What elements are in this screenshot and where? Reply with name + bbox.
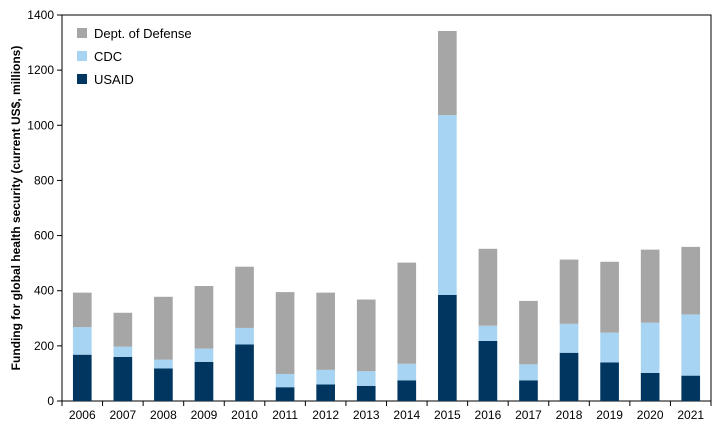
bar-dept-of-defense-2012	[316, 292, 335, 370]
bar-cdc-2008	[154, 359, 173, 369]
y-tick-label: 200	[34, 339, 54, 353]
x-tick-label: 2019	[596, 408, 623, 422]
bar-cdc-2015	[438, 115, 457, 295]
x-tick-label: 2010	[231, 408, 258, 422]
bar-usaid-2006	[72, 354, 92, 401]
bar-cdc-2020	[640, 322, 660, 373]
x-tick-label: 2018	[556, 408, 583, 422]
x-tick-label: 2015	[434, 408, 461, 422]
legend-label-cdc: CDC	[94, 49, 122, 64]
bar-cdc-2016	[478, 325, 498, 341]
bar-usaid-2008	[154, 368, 173, 401]
bar-cdc-2011	[275, 373, 295, 388]
bar-cdc-2018	[559, 323, 579, 353]
bar-usaid-2009	[194, 361, 214, 401]
y-axis-title: Funding for global health security (curr…	[9, 46, 23, 371]
x-tick-label: 2020	[637, 408, 664, 422]
bar-usaid-2017	[519, 380, 538, 401]
bar-usaid-2013	[356, 385, 376, 401]
legend-swatch-cdc	[77, 51, 87, 61]
bar-dept-of-defense-2015	[438, 30, 457, 116]
bar-cdc-2012	[316, 369, 335, 385]
x-tick-label: 2008	[150, 408, 177, 422]
y-tick-label: 0	[47, 394, 54, 408]
bar-usaid-2018	[559, 352, 579, 401]
bar-usaid-2016	[478, 340, 498, 401]
bar-usaid-2011	[275, 387, 295, 401]
bar-cdc-2010	[235, 327, 254, 345]
y-tick-label: 1000	[27, 118, 54, 132]
bar-cdc-2019	[600, 332, 619, 363]
bar-dept-of-defense-2007	[113, 312, 133, 347]
bar-cdc-2017	[519, 364, 538, 381]
y-tick-label: 600	[34, 229, 54, 243]
x-tick-label: 2012	[312, 408, 339, 422]
bar-cdc-2006	[72, 327, 92, 355]
bar-dept-of-defense-2019	[600, 261, 619, 333]
legend-swatch-usaid	[77, 74, 87, 84]
bar-dept-of-defense-2006	[72, 292, 92, 328]
bar-usaid-2014	[397, 380, 417, 401]
bar-dept-of-defense-2008	[154, 296, 173, 360]
x-tick-label: 2009	[191, 408, 218, 422]
bar-usaid-2015	[438, 294, 457, 401]
bar-usaid-2020	[640, 372, 660, 401]
bar-cdc-2007	[113, 346, 133, 357]
y-tick-label: 1200	[27, 63, 54, 77]
y-tick-label: 1400	[27, 8, 54, 22]
x-tick-label: 2016	[475, 408, 502, 422]
y-tick-label: 800	[34, 173, 54, 187]
legend-label-usaid: USAID	[94, 72, 134, 87]
bar-dept-of-defense-2018	[559, 259, 579, 324]
y-axis: 0 200 400 600 800 1000 1200 1400	[27, 8, 62, 408]
x-tick-label: 2011	[272, 408, 298, 422]
x-tick-label: 2006	[69, 408, 96, 422]
bar-dept-of-defense-2014	[397, 262, 417, 364]
bar-dept-of-defense-2021	[681, 246, 701, 315]
bar-cdc-2013	[356, 371, 376, 386]
bar-usaid-2021	[681, 375, 701, 401]
bar-dept-of-defense-2013	[356, 299, 376, 372]
bar-usaid-2010	[235, 344, 254, 401]
bar-usaid-2012	[316, 384, 335, 401]
legend-label-dept-of-defense: Dept. of Defense	[94, 26, 192, 41]
bar-usaid-2007	[113, 356, 133, 401]
legend: Dept. of Defense CDC USAID	[77, 26, 192, 87]
bar-dept-of-defense-2016	[478, 248, 498, 326]
legend-swatch-dept-of-defense	[77, 28, 87, 38]
bar-cdc-2009	[194, 348, 214, 362]
bar-dept-of-defense-2011	[275, 292, 295, 374]
x-tick-label: 2021	[677, 408, 704, 422]
x-tick-label: 2007	[109, 408, 136, 422]
bar-dept-of-defense-2009	[194, 286, 214, 349]
y-tick-label: 400	[34, 284, 54, 298]
bar-dept-of-defense-2017	[519, 300, 538, 365]
bar-cdc-2021	[681, 314, 701, 376]
x-axis: 2006 2007 2008 2009 2010 2011 2012 2013 2014 2015…	[61, 401, 712, 422]
x-tick-label: 2014	[393, 408, 420, 422]
bar-dept-of-defense-2010	[235, 266, 254, 328]
bar-usaid-2019	[600, 362, 619, 401]
bar-cdc-2014	[397, 363, 417, 381]
x-tick-label: 2017	[515, 408, 542, 422]
bars-group	[72, 30, 701, 401]
bar-dept-of-defense-2020	[640, 249, 660, 323]
x-tick-label: 2013	[353, 408, 380, 422]
